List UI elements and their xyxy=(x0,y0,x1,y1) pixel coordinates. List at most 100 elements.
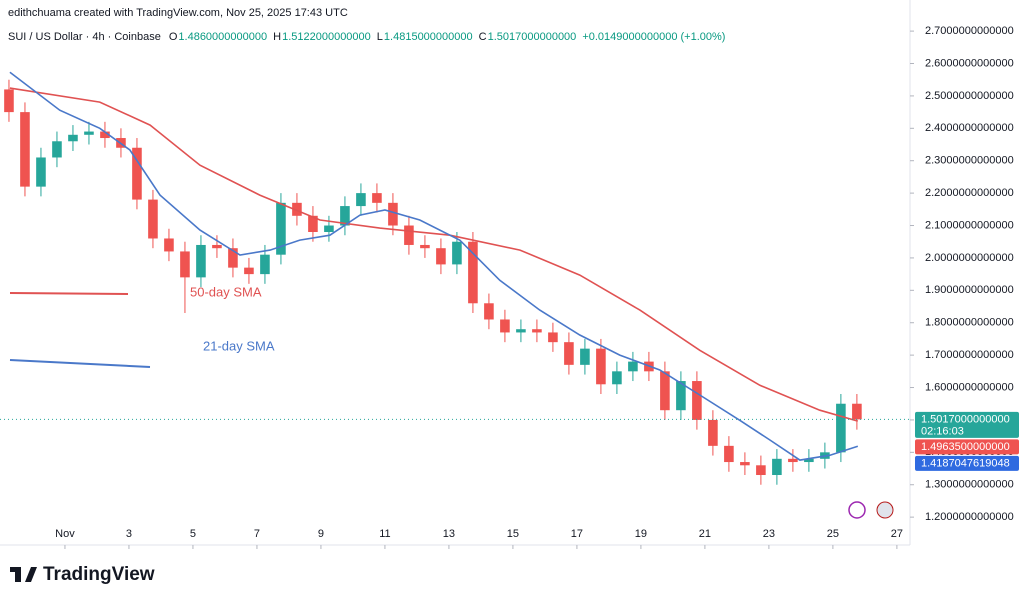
ohlc-value: 1.5017000000000 xyxy=(488,31,577,43)
price-label: 1.4963500000000 xyxy=(921,441,1010,453)
candle-body xyxy=(532,329,542,333)
x-tick-label: 21 xyxy=(699,528,711,540)
flag-icon[interactable] xyxy=(876,501,894,519)
price-label: 1.4187047619048 xyxy=(921,457,1010,469)
x-tick-label: 11 xyxy=(379,528,390,540)
candle-body xyxy=(340,206,350,226)
y-tick-label: 2.0000000000000 xyxy=(925,252,1014,264)
legend-swatch-21 xyxy=(9,359,151,368)
candle-body xyxy=(260,254,270,275)
y-tick-label: 1.8000000000000 xyxy=(925,317,1014,329)
candle-body xyxy=(388,202,398,226)
candle-body xyxy=(36,157,46,187)
candle-body xyxy=(836,403,846,453)
candle-body xyxy=(596,348,606,385)
ohlc-key: C xyxy=(479,31,487,43)
candle-body xyxy=(804,458,814,463)
candle-body xyxy=(372,193,382,203)
countdown: 02:16:03 xyxy=(921,425,964,437)
candle-body xyxy=(132,147,142,200)
y-tick-label: 1.7000000000000 xyxy=(925,349,1014,361)
candle-body xyxy=(324,225,334,232)
event-icon[interactable] xyxy=(848,501,866,519)
logo-mark xyxy=(25,567,37,582)
candle-body xyxy=(708,419,718,446)
candle-body xyxy=(516,329,526,333)
candle-body xyxy=(84,131,94,135)
y-tick-label: 2.7000000000000 xyxy=(925,25,1014,37)
y-tick-label: 2.1000000000000 xyxy=(925,219,1014,231)
candle-body xyxy=(548,332,558,343)
ohlc-key: O xyxy=(169,31,178,43)
candle-body xyxy=(484,303,494,320)
ohlc-key: L xyxy=(377,31,383,43)
x-tick-label: 13 xyxy=(443,528,455,540)
candle-body xyxy=(452,241,462,265)
ohlc-value: 1.4860000000000 xyxy=(178,31,267,43)
candle-body xyxy=(756,465,766,476)
y-tick-label: 1.2000000000000 xyxy=(925,511,1014,523)
candle-body xyxy=(404,225,414,245)
ohlc-value: 1.5122000000000 xyxy=(282,31,371,43)
symbol: SUI / US Dollar · 4h · Coinbase xyxy=(8,31,161,43)
credit: edithchuama created with TradingView.com… xyxy=(8,7,348,19)
candle-body xyxy=(436,248,446,265)
x-tick-label: Nov xyxy=(55,528,75,540)
candle-body xyxy=(228,248,238,268)
y-tick-label: 1.6000000000000 xyxy=(925,381,1014,393)
candle-body xyxy=(692,381,702,420)
change: +0.0149000000000 (+1.00%) xyxy=(582,31,725,43)
candle-body xyxy=(580,348,590,365)
ohlc-key: H xyxy=(273,31,281,43)
y-tick-label: 2.3000000000000 xyxy=(925,155,1014,167)
candle-body xyxy=(148,199,158,239)
candle-body xyxy=(628,361,638,372)
candle-body xyxy=(740,462,750,466)
candle-body xyxy=(660,371,670,411)
x-tick-label: 9 xyxy=(318,528,324,540)
y-tick-label: 2.2000000000000 xyxy=(925,187,1014,199)
y-tick-label: 1.9000000000000 xyxy=(925,284,1014,296)
x-tick-label: 27 xyxy=(891,528,903,540)
candle-body xyxy=(852,403,862,420)
price-label-box xyxy=(915,411,1019,438)
candle-body xyxy=(4,89,14,113)
x-tick-label: 19 xyxy=(635,528,647,540)
price-label-box xyxy=(915,439,1019,455)
x-tick-label: 17 xyxy=(571,528,583,540)
sma-line xyxy=(9,71,859,461)
price-label-box xyxy=(915,455,1019,471)
candle-body xyxy=(420,244,430,249)
x-tick-label: 7 xyxy=(254,528,260,540)
candle-body xyxy=(68,134,78,142)
legend-label: 21-day SMA xyxy=(203,338,275,353)
candle-body xyxy=(100,131,110,139)
x-tick-label: 23 xyxy=(763,528,775,540)
candle-body xyxy=(468,241,478,304)
y-tick-label: 2.5000000000000 xyxy=(925,90,1014,102)
candle-body xyxy=(788,458,798,463)
price-label: 1.5017000000000 xyxy=(921,413,1010,425)
brand-logo: TradingView xyxy=(10,564,155,585)
candle-body xyxy=(292,202,302,216)
logo-mark xyxy=(15,567,21,582)
candle-body xyxy=(308,215,318,232)
symbol-legend: SUI / US Dollar · 4h · Coinbase xyxy=(8,31,161,43)
candle-body xyxy=(564,342,574,365)
candle-body xyxy=(244,267,254,275)
candle-body xyxy=(196,244,206,278)
candle-body xyxy=(612,371,622,385)
legend-label: 50-day SMA xyxy=(190,284,262,299)
x-tick-label: 25 xyxy=(827,528,839,540)
candle-body xyxy=(676,381,686,411)
candle-body xyxy=(356,193,366,207)
candle-body xyxy=(20,112,30,187)
brand: TradingView xyxy=(43,564,155,585)
y-tick-label: 2.4000000000000 xyxy=(925,122,1014,134)
x-tick-label: 3 xyxy=(126,528,132,540)
candle-body xyxy=(772,458,782,476)
x-tick-label: 15 xyxy=(507,528,519,540)
candle-body xyxy=(212,244,222,249)
